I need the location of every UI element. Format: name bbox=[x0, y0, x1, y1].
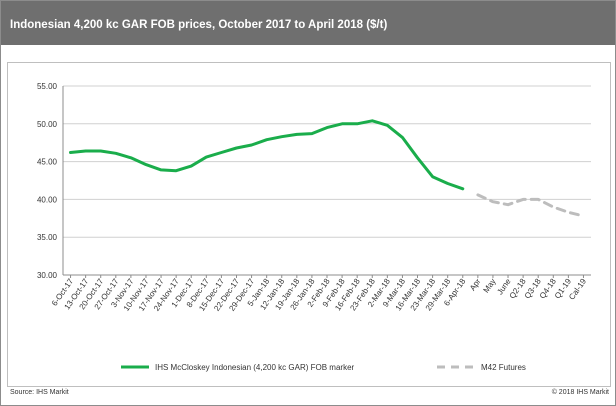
y-tick-label: 55.00 bbox=[37, 82, 58, 91]
legend-label-m42-futures: M42 Futures bbox=[481, 363, 526, 372]
series-line-fob-marker bbox=[69, 119, 465, 191]
plot-area-border bbox=[7, 62, 611, 387]
x-tick-label: Apr bbox=[468, 277, 483, 293]
title-bar: Indonesian 4,200 kc GAR FOB prices, Octo… bbox=[1, 1, 615, 45]
y-tick-label: 40.00 bbox=[37, 195, 58, 204]
source-note: Source: IHS Markit bbox=[10, 389, 69, 396]
y-tick-label: 50.00 bbox=[37, 120, 58, 129]
chart-title: Indonesian 4,200 kc GAR FOB prices, Octo… bbox=[10, 19, 388, 31]
y-tick-label: 35.00 bbox=[37, 233, 58, 242]
legend-label-fob-marker: IHS McCloskey Indonesian (4,200 kc GAR) … bbox=[155, 363, 355, 372]
y-tick-label: 45.00 bbox=[37, 158, 58, 167]
copyright-note: © 2018 IHS Markit bbox=[551, 389, 609, 396]
x-tick-label: Cal-19 bbox=[567, 277, 588, 302]
y-tick-label: 30.00 bbox=[37, 271, 58, 280]
series-line-m42-futures bbox=[476, 193, 585, 218]
